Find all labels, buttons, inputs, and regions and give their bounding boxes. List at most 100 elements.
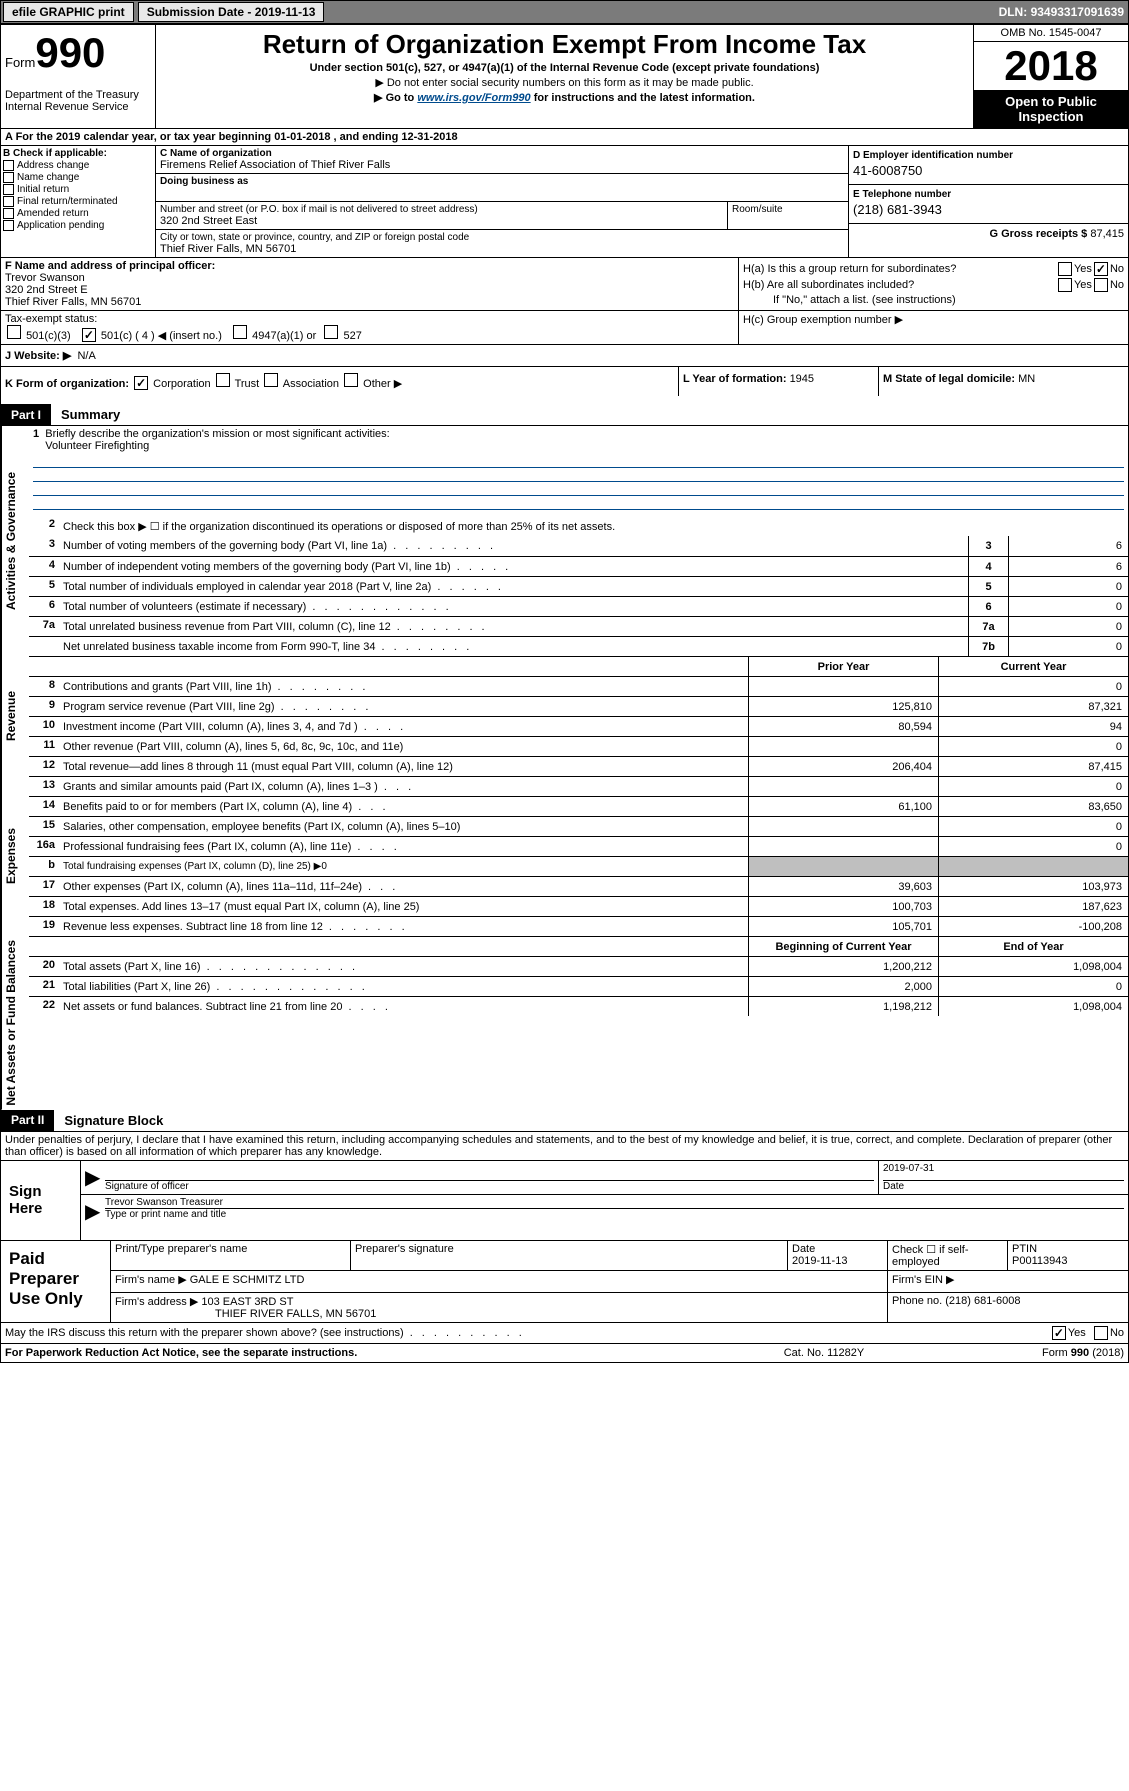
hb-label: H(b) Are all subordinates included? bbox=[743, 279, 1056, 291]
arrow-icon: ▶ bbox=[81, 1161, 101, 1194]
l22-current: 1,098,004 bbox=[938, 997, 1128, 1016]
dln-label: DLN: 93493317091639 bbox=[995, 5, 1128, 19]
l9-current: 87,321 bbox=[938, 697, 1128, 716]
hb-yes-checkbox[interactable] bbox=[1058, 278, 1072, 292]
checkbox-name-change[interactable] bbox=[3, 172, 14, 183]
form-word: Form bbox=[5, 55, 35, 70]
line6-value: 0 bbox=[1008, 597, 1128, 616]
officer-name-value: Trevor Swanson Treasurer bbox=[105, 1197, 1124, 1209]
line6-text: Total number of volunteers (estimate if … bbox=[63, 601, 306, 613]
4947-checkbox[interactable] bbox=[233, 325, 247, 339]
street-value: 320 2nd Street East bbox=[160, 215, 723, 227]
l13-current: 0 bbox=[938, 777, 1128, 796]
527-checkbox[interactable] bbox=[324, 325, 338, 339]
section-g: G Gross receipts $ 87,415 bbox=[849, 224, 1128, 244]
checkbox-application-pending[interactable] bbox=[3, 220, 14, 231]
l8-prior bbox=[748, 677, 938, 696]
section-d: D Employer identification number 41-6008… bbox=[849, 146, 1128, 185]
firm-addr2-value: THIEF RIVER FALLS, MN 56701 bbox=[115, 1308, 376, 1320]
l21-current: 0 bbox=[938, 977, 1128, 996]
type-name-label: Type or print name and title bbox=[105, 1209, 1124, 1220]
firm-name-value: GALE E SCHMITZ LTD bbox=[190, 1274, 305, 1286]
perjury-declaration: Under penalties of perjury, I declare th… bbox=[1, 1131, 1128, 1160]
line3-value: 6 bbox=[1008, 536, 1128, 556]
tab-net-assets: Net Assets or Fund Balances bbox=[1, 936, 29, 1110]
begin-year-header: Beginning of Current Year bbox=[748, 937, 938, 956]
hr-line bbox=[33, 482, 1124, 496]
omb-number: OMB No. 1545-0047 bbox=[974, 25, 1128, 42]
line4-text: Number of independent voting members of … bbox=[63, 561, 451, 573]
section-c: C Name of organization Firemens Relief A… bbox=[156, 146, 848, 257]
checkbox-address-change[interactable] bbox=[3, 160, 14, 171]
l16a-current: 0 bbox=[938, 837, 1128, 856]
l21-prior: 2,000 bbox=[748, 977, 938, 996]
discuss-yes-checkbox[interactable] bbox=[1052, 1326, 1066, 1340]
hb-no-checkbox[interactable] bbox=[1094, 278, 1108, 292]
form-header: Form 990 Department of the Treasury Inte… bbox=[1, 25, 1128, 128]
room-label: Room/suite bbox=[732, 204, 844, 215]
l17-prior: 39,603 bbox=[748, 877, 938, 896]
trust-checkbox[interactable] bbox=[216, 373, 230, 387]
checkbox-amended[interactable] bbox=[3, 208, 14, 219]
arrow-icon: ▶ bbox=[81, 1195, 101, 1228]
line5-value: 0 bbox=[1008, 577, 1128, 596]
city-value: Thief River Falls, MN 56701 bbox=[160, 243, 844, 255]
corp-checkbox[interactable] bbox=[134, 376, 148, 390]
footer-mid: Cat. No. 11282Y bbox=[724, 1347, 924, 1359]
tab-activities-governance: Activities & Governance bbox=[1, 426, 29, 656]
efile-button[interactable]: efile GRAPHIC print bbox=[3, 2, 134, 22]
note-goto: ▶ Go to www.irs.gov/Form990 for instruct… bbox=[160, 91, 969, 104]
checkbox-initial-return[interactable] bbox=[3, 184, 14, 195]
501c3-checkbox[interactable] bbox=[7, 325, 21, 339]
tab-revenue: Revenue bbox=[1, 656, 29, 776]
dba-label: Doing business as bbox=[160, 176, 844, 187]
sig-date-label: Date bbox=[883, 1181, 1124, 1192]
discuss-text: May the IRS discuss this return with the… bbox=[5, 1327, 404, 1339]
hr-line bbox=[33, 468, 1124, 482]
discuss-no-checkbox[interactable] bbox=[1094, 1326, 1108, 1340]
form-title: Return of Organization Exempt From Incom… bbox=[160, 29, 969, 60]
other-checkbox[interactable] bbox=[344, 373, 358, 387]
preparer-sig-label: Preparer's signature bbox=[351, 1241, 788, 1270]
checkbox-final-return[interactable] bbox=[3, 196, 14, 207]
department-label: Department of the Treasury Internal Reve… bbox=[5, 89, 151, 113]
line7b-value: 0 bbox=[1008, 637, 1128, 656]
ha-yes-checkbox[interactable] bbox=[1058, 262, 1072, 276]
subdate-label: Submission Date - bbox=[147, 5, 255, 19]
firm-ein-label: Firm's EIN ▶ bbox=[888, 1271, 1128, 1292]
l16b-prior-shaded bbox=[748, 857, 938, 876]
l18-prior: 100,703 bbox=[748, 897, 938, 916]
irs-link[interactable]: www.irs.gov/Form990 bbox=[417, 92, 530, 104]
ptin-value: P00113943 bbox=[1012, 1255, 1067, 1267]
501c-checkbox[interactable] bbox=[82, 328, 96, 342]
l17-current: 103,973 bbox=[938, 877, 1128, 896]
l12-prior: 206,404 bbox=[748, 757, 938, 776]
tab-expenses: Expenses bbox=[1, 776, 29, 936]
l10-current: 94 bbox=[938, 717, 1128, 736]
l8-current: 0 bbox=[938, 677, 1128, 696]
line2-text: Check this box ▶ ☐ if the organization d… bbox=[59, 516, 1128, 536]
line7a-text: Total unrelated business revenue from Pa… bbox=[63, 621, 391, 633]
l20-prior: 1,200,212 bbox=[748, 957, 938, 976]
line7a-value: 0 bbox=[1008, 617, 1128, 636]
footer-left: For Paperwork Reduction Act Notice, see … bbox=[5, 1347, 724, 1359]
l9-prior: 125,810 bbox=[748, 697, 938, 716]
sig-officer-label: Signature of officer bbox=[105, 1181, 874, 1192]
tax-year: 2018 bbox=[974, 42, 1128, 90]
l14-prior: 61,100 bbox=[748, 797, 938, 816]
ha-no-checkbox[interactable] bbox=[1094, 262, 1108, 276]
street-label: Number and street (or P.O. box if mail i… bbox=[160, 204, 723, 215]
sign-here-label: Sign Here bbox=[1, 1161, 81, 1240]
end-year-header: End of Year bbox=[938, 937, 1128, 956]
officer-addr2: Thief River Falls, MN 56701 bbox=[5, 296, 141, 308]
phone-value: (218) 681-3943 bbox=[853, 200, 1124, 219]
open-inspection-badge: Open to Public Inspection bbox=[974, 90, 1128, 128]
line3-text: Number of voting members of the governin… bbox=[63, 540, 387, 552]
submission-date-button[interactable]: Submission Date - 2019-11-13 bbox=[138, 2, 325, 22]
l11-current: 0 bbox=[938, 737, 1128, 756]
assoc-checkbox[interactable] bbox=[264, 373, 278, 387]
l16b-current-shaded bbox=[938, 857, 1128, 876]
org-name-value: Firemens Relief Association of Thief Riv… bbox=[160, 159, 844, 171]
tax-period: A For the 2019 calendar year, or tax yea… bbox=[1, 128, 1128, 145]
hr-line bbox=[33, 454, 1124, 468]
